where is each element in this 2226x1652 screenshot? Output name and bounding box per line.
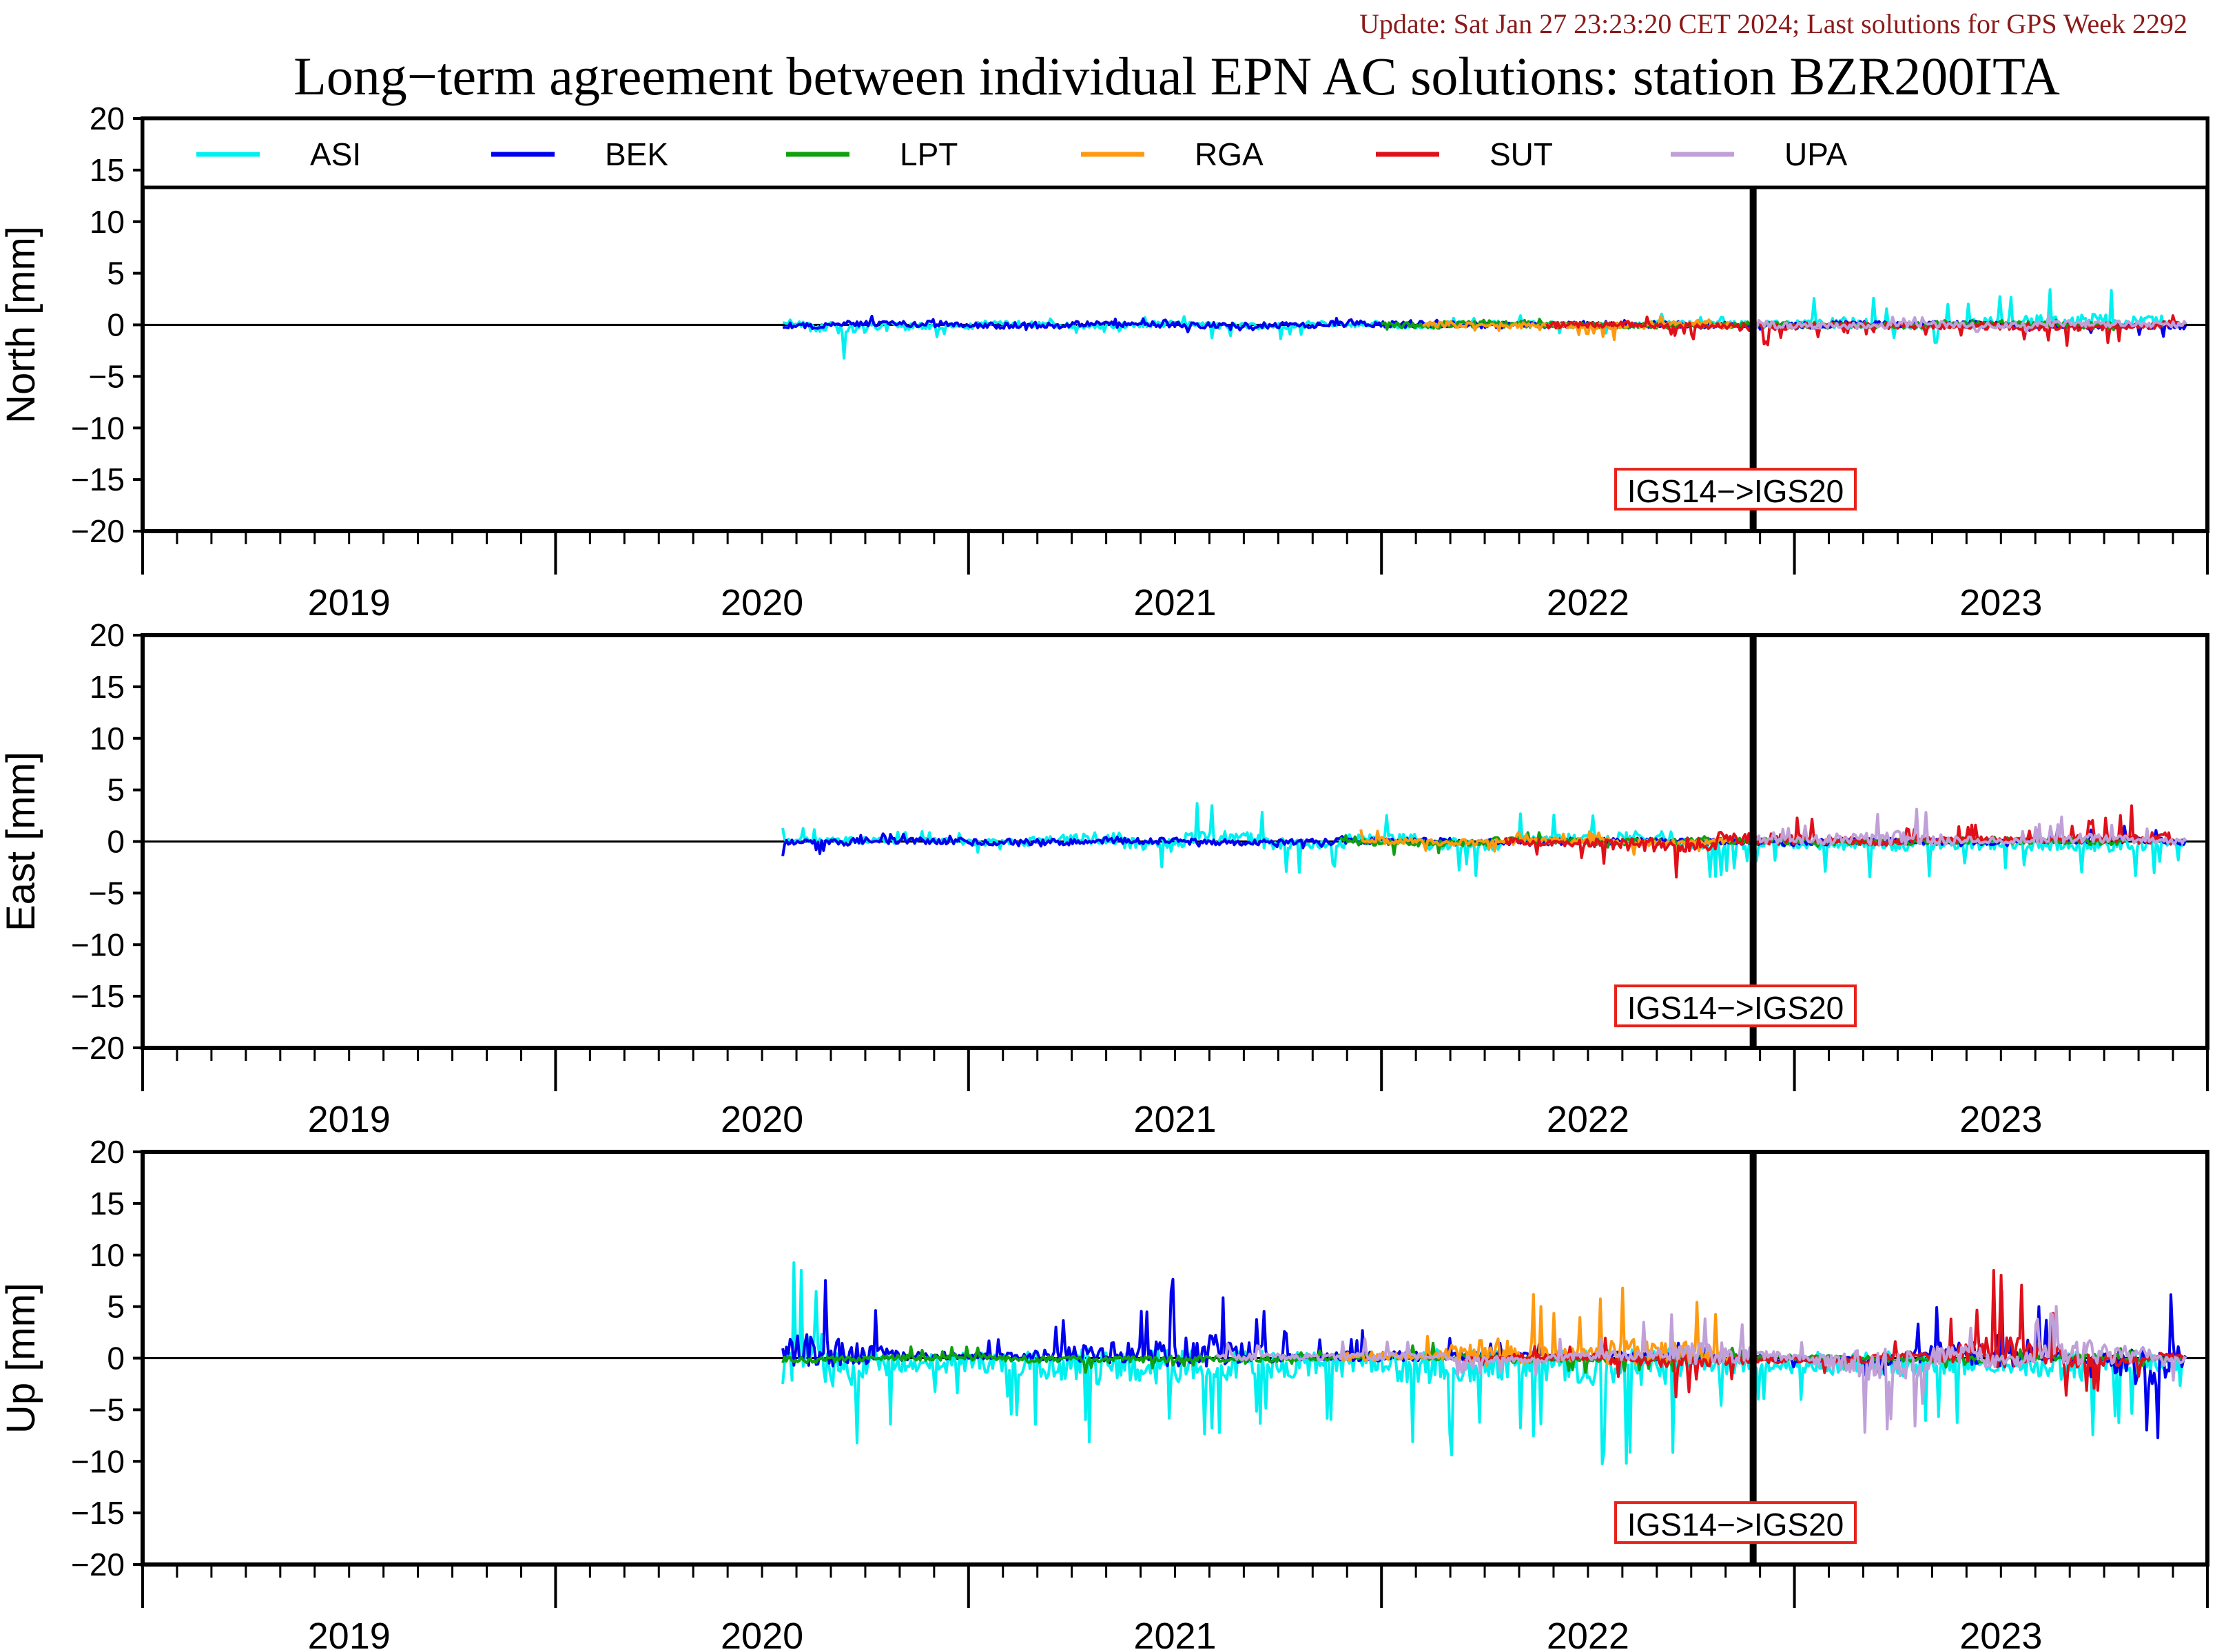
legend-label-sut: SUT <box>1490 136 1553 172</box>
y-tick-label: 0 <box>107 824 125 860</box>
panel-2: IGS14−>IGS20 −20 −15 −10 −5 0 5 10 15 20 Up [mm] 20… <box>0 1134 2209 1652</box>
y-tick-label: 0 <box>107 1341 125 1376</box>
y-tick-label: −5 <box>89 875 125 911</box>
y-tick-label: −15 <box>71 1495 125 1531</box>
y-tick-label: −5 <box>89 358 125 394</box>
series-line-upa <box>1752 314 2187 333</box>
panels-group: IGS14−>IGS20 ASI BEK LPT RGA SUT UPA −20 −15 −10 −… <box>0 101 2209 1652</box>
update-text: Update: Sat Jan 27 23:23:20 CET 2024; La… <box>1359 8 2187 39</box>
frame-change-label-box <box>1614 468 1857 511</box>
series-line-sut <box>1545 314 2187 347</box>
y-axis-label: North [mm] <box>0 226 43 424</box>
y-tick-label: 20 <box>90 617 125 653</box>
x-tick-label: 2020 <box>721 582 803 623</box>
y-tick-label: −10 <box>71 1443 125 1479</box>
y-tick-label: 15 <box>90 1186 125 1221</box>
y-axis-label: Up [mm] <box>0 1283 43 1434</box>
series-line-sut <box>1463 1269 2186 1398</box>
series-line-sut <box>1504 804 2174 879</box>
frame-change-label-box <box>1614 1501 1857 1545</box>
panel-1: IGS14−>IGS20 −20 −15 −10 −5 0 5 10 15 20 East [mm]… <box>0 617 2209 1140</box>
legend-label-rga: RGA <box>1195 136 1264 172</box>
chart-title: Long−term agreement between individual E… <box>293 46 2060 106</box>
frame-change-label: IGS14−>IGS20 <box>1627 990 1844 1026</box>
legend-label-asi: ASI <box>310 136 361 172</box>
y-tick-label: −10 <box>71 927 125 962</box>
x-tick-label: 2021 <box>1133 582 1216 623</box>
y-tick-label: 10 <box>90 204 125 240</box>
series-group <box>782 288 2187 360</box>
x-tick-label: 2022 <box>1547 1615 1629 1652</box>
y-tick-label: −20 <box>71 1030 125 1066</box>
x-tick-label: 2019 <box>308 1099 391 1140</box>
series-line-asi <box>782 288 2167 360</box>
x-tick-label: 2022 <box>1547 582 1629 623</box>
y-tick-label: −20 <box>71 1547 125 1582</box>
x-tick-label: 2022 <box>1547 1099 1629 1140</box>
x-tick-label: 2023 <box>1959 1615 2042 1652</box>
y-tick-label: 15 <box>90 669 125 705</box>
panel-0: IGS14−>IGS20 ASI BEK LPT RGA SUT UPA −20 −15 −10 −… <box>0 101 2209 623</box>
legend-label-bek: BEK <box>605 136 668 172</box>
y-tick-label: 0 <box>107 307 125 343</box>
series-line-upa <box>1751 807 2187 847</box>
y-axis-label: East [mm] <box>0 752 43 931</box>
y-tick-label: −20 <box>71 513 125 549</box>
y-tick-label: 5 <box>107 1289 125 1325</box>
x-tick-label: 2020 <box>721 1615 803 1652</box>
y-tick-label: 5 <box>107 772 125 808</box>
x-tick-label: 2023 <box>1959 582 2042 623</box>
series-line-upa <box>1216 1305 2187 1434</box>
series-group <box>781 1261 2187 1465</box>
y-tick-label: 10 <box>90 1237 125 1273</box>
x-tick-label: 2021 <box>1133 1615 1216 1652</box>
x-tick-label: 2020 <box>721 1099 803 1140</box>
y-tick-label: 10 <box>90 721 125 756</box>
x-tick-label: 2019 <box>308 582 391 623</box>
x-tick-label: 2019 <box>308 1615 391 1652</box>
legend-label-upa: UPA <box>1784 136 1847 172</box>
y-tick-label: 15 <box>90 152 125 188</box>
y-tick-label: 20 <box>90 101 125 136</box>
y-tick-label: 5 <box>107 256 125 291</box>
x-tick-label: 2023 <box>1959 1099 2042 1140</box>
frame-change-label-box <box>1614 984 1857 1028</box>
legend-label-lpt: LPT <box>900 136 958 172</box>
frame-change-label: IGS14−>IGS20 <box>1627 473 1844 509</box>
series-line-rga <box>1359 829 1732 856</box>
y-tick-label: 20 <box>90 1134 125 1170</box>
x-tick-label: 2021 <box>1133 1099 1216 1140</box>
legend-box <box>141 116 2209 189</box>
y-tick-label: −15 <box>71 978 125 1014</box>
y-tick-label: −10 <box>71 410 125 446</box>
series-group <box>781 802 2187 879</box>
y-tick-label: −15 <box>71 462 125 497</box>
frame-change-label: IGS14−>IGS20 <box>1627 1507 1844 1542</box>
y-tick-label: −5 <box>89 1392 125 1427</box>
